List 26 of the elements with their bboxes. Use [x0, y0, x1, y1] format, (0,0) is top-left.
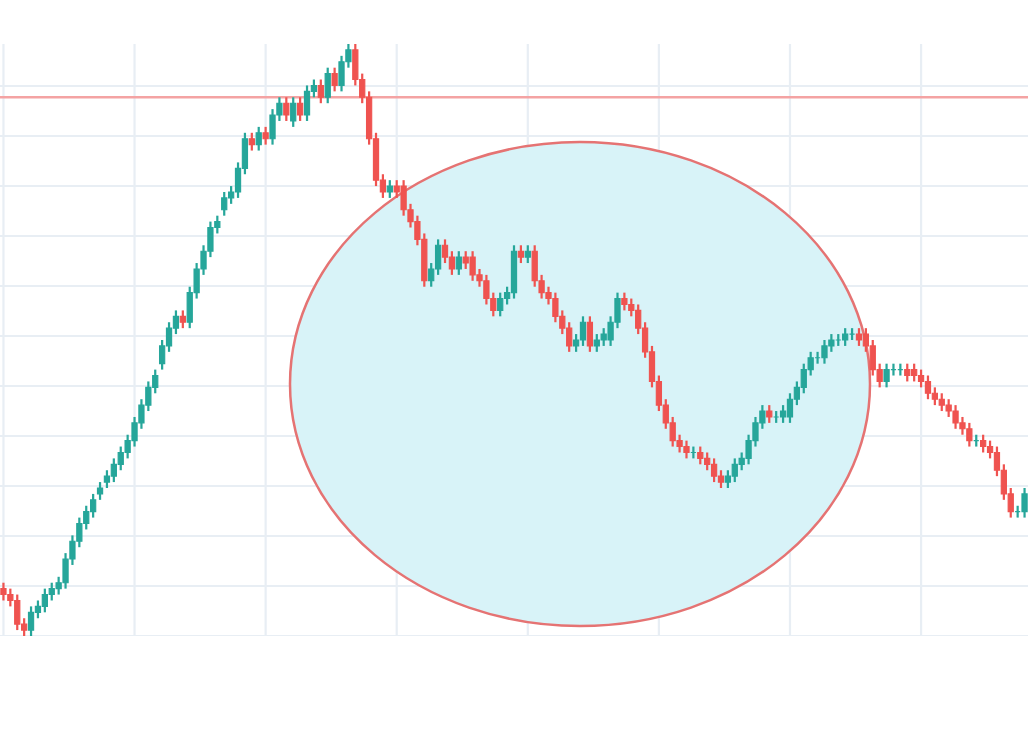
candlestick — [731, 457, 738, 484]
candlestick — [283, 96, 290, 123]
candlestick — [579, 315, 587, 348]
candlestick — [510, 244, 518, 300]
candlestick — [221, 190, 228, 217]
candlestick — [952, 404, 959, 430]
candlestick — [710, 457, 718, 484]
candlestick — [821, 338, 828, 365]
candlestick — [469, 250, 476, 282]
candlestick — [497, 291, 504, 318]
candlestick — [883, 362, 890, 389]
candlestick — [324, 66, 331, 105]
candlestick — [924, 374, 932, 401]
candlestick — [14, 593, 21, 632]
candlestick — [255, 125, 262, 152]
candlestick — [455, 250, 462, 276]
candlestick — [27, 605, 35, 638]
candlestick — [966, 421, 973, 448]
candlestick — [331, 66, 338, 93]
candlestick — [296, 96, 304, 123]
candlestick — [317, 78, 324, 105]
candlestick — [290, 96, 297, 128]
candlestick — [41, 587, 48, 614]
candlestick — [586, 315, 594, 353]
candlestick — [1021, 486, 1028, 519]
candlestick — [303, 84, 311, 123]
